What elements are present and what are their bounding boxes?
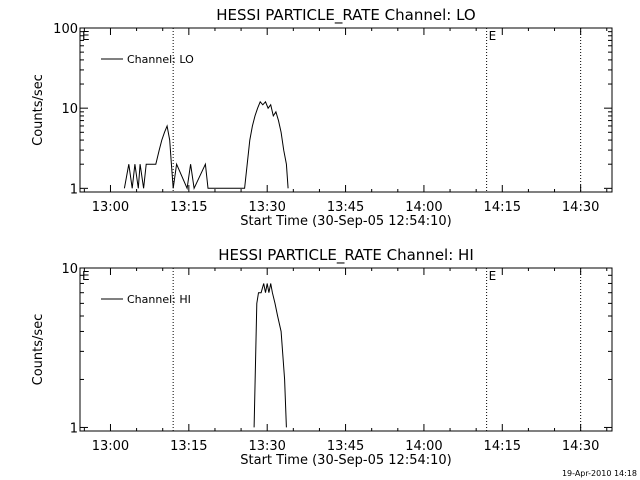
series-line-channel-lo (123, 100, 289, 191)
event-marker-label: E (489, 29, 497, 43)
x-tick-label: 13:15 (170, 200, 207, 215)
x-tick-label: 13:15 (170, 439, 207, 454)
x-tick-label: 13:45 (327, 200, 364, 215)
legend-entry: Channel: LO (127, 53, 194, 66)
y-axis-label: Counts/sec (31, 314, 46, 386)
chart-panel-0: HESSI PARTICLE_RATE Channel: LO E E 13:00 13… (31, 6, 613, 229)
y-tick-label: 10 (61, 102, 78, 117)
x-tick-label: 13:00 (92, 200, 129, 215)
x-tick-label: 14:00 (405, 200, 442, 215)
chart-panel-1: HESSI PARTICLE_RATE Channel: HI E E 13:00 13… (31, 246, 613, 468)
y-tick-label: 1 (70, 421, 78, 436)
event-marker-label: E (489, 269, 497, 283)
x-tick-label: 14:30 (562, 439, 599, 454)
x-tick-label: 13:30 (248, 200, 285, 215)
chart-title: HESSI PARTICLE_RATE Channel: HI (218, 246, 474, 265)
x-axis-label: Start Time (30-Sep-05 12:54:10) (240, 453, 451, 468)
x-tick-label: 13:00 (92, 439, 129, 454)
x-tick-label: 13:45 (327, 439, 364, 454)
x-tick-label: 13:30 (248, 439, 285, 454)
footer-timestamp: 19-Apr-2010 14:18 (562, 469, 637, 478)
x-axis-label: Start Time (30-Sep-05 12:54:10) (240, 214, 451, 229)
x-tick-label: 14:15 (484, 200, 521, 215)
legend-entry: Channel: HI (127, 293, 191, 306)
y-tick-label: 100 (53, 22, 78, 37)
x-tick-label: 14:00 (405, 439, 442, 454)
chart-title: HESSI PARTICLE_RATE Channel: LO (216, 6, 475, 25)
y-tick-label: 10 (61, 262, 78, 277)
y-tick-label: 1 (70, 182, 78, 197)
corner-label: E (82, 29, 90, 43)
x-tick-label: 14:30 (562, 200, 599, 215)
corner-label: E (82, 269, 90, 283)
y-axis-label: Counts/sec (31, 74, 46, 146)
x-tick-label: 14:15 (484, 439, 521, 454)
series-line-channel-hi (253, 283, 287, 428)
